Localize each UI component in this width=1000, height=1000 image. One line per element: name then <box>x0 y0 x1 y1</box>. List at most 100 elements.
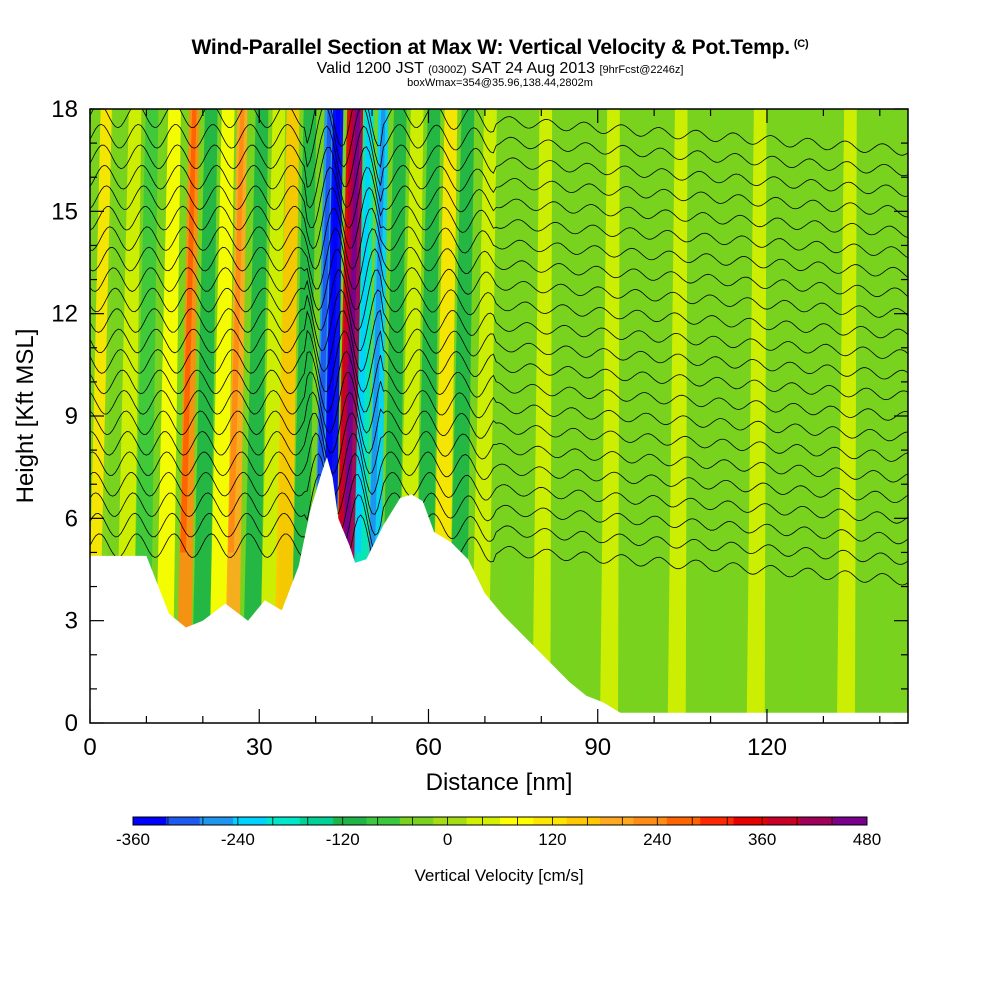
velocity-band-core <box>369 109 386 553</box>
chart-title-text: Wind-Parallel Section at Max W: Vertical… <box>191 36 791 59</box>
colorbar-swatch <box>533 817 568 825</box>
colorbar-label: Vertical Velocity [cm/s] <box>414 866 583 885</box>
y-tick-label: 18 <box>51 96 78 123</box>
colorbar-swatch <box>833 817 868 825</box>
velocity-band <box>498 109 526 723</box>
theta-contour <box>90 452 908 524</box>
velocity-band <box>870 109 891 723</box>
colorbar-tick-label: 0 <box>443 830 452 849</box>
theta-contour <box>90 227 908 298</box>
velocity-band <box>470 109 497 723</box>
colorbar-swatch <box>600 817 634 825</box>
theta-contour <box>90 109 908 156</box>
theta-contour <box>90 269 908 339</box>
colorbar-swatch <box>399 817 434 825</box>
theta-contour <box>90 473 908 545</box>
colorbar-swatch <box>266 817 301 825</box>
velocity-band <box>190 109 218 723</box>
x-axis-label: Distance [nm] <box>426 769 573 796</box>
y-tick-label: 0 <box>65 710 78 737</box>
colorbar-tick-label: -360 <box>116 830 150 849</box>
theta-contour <box>90 125 908 197</box>
theta-contour <box>90 514 908 586</box>
theta-contour <box>90 309 908 380</box>
forecast-label: [9hrFcst@2246z] <box>599 64 684 76</box>
colorbar-swatch <box>299 817 334 825</box>
velocity-band <box>599 109 620 723</box>
x-tick-label: 60 <box>415 734 442 761</box>
theta-contour <box>90 371 908 442</box>
y-axis-label: Height [Kft MSL] <box>12 329 39 504</box>
theta-contour <box>90 493 908 565</box>
colorbar-swatch <box>566 817 601 825</box>
colorbar-swatch <box>233 817 267 825</box>
chart-subtitle: Valid 1200 JST (0300Z) SAT 24 Aug 2013 [… <box>0 60 1000 78</box>
y-tick-label: 15 <box>51 198 78 225</box>
valid-date-label: SAT 24 Aug 2013 <box>471 60 596 77</box>
velocity-band <box>633 109 654 723</box>
x-tick-label: 30 <box>246 734 273 761</box>
colorbar-swatch <box>133 817 167 825</box>
y-tick-label: 9 <box>65 403 78 430</box>
y-tick-label: 6 <box>65 505 78 532</box>
velocity-band <box>241 109 269 723</box>
valid-time-label: Valid 1200 JST <box>316 60 424 77</box>
theta-contour <box>90 248 908 318</box>
velocity-band <box>272 109 300 723</box>
colorbar-tick-label: 360 <box>748 830 776 849</box>
theta-contour <box>90 109 908 177</box>
theta-contour <box>90 146 908 218</box>
colorbar-tick-label: 240 <box>643 830 671 849</box>
colorbar-swatch <box>199 817 234 825</box>
x-axis-ticks: 0 30 60 90 120 <box>83 109 881 761</box>
theta-contour <box>90 432 908 504</box>
colorbar-swatch <box>333 817 368 825</box>
colorbar-swatch <box>466 817 501 825</box>
colorbar-swatch <box>166 817 201 825</box>
theta-contour <box>90 350 908 421</box>
theta-contour <box>90 329 908 401</box>
potential-temperature-contours <box>90 109 908 586</box>
valid-utc-label: (0300Z) <box>428 64 467 76</box>
colorbar-swatch <box>433 817 468 825</box>
velocity-band <box>667 109 688 723</box>
colorbar: -360 -240 -120 0 120 240 360 480 <box>116 816 881 849</box>
velocity-band-core <box>180 109 197 553</box>
colorbar-swatch <box>733 817 768 825</box>
theta-contour <box>90 391 908 462</box>
colorbar-tick-label: -240 <box>221 830 255 849</box>
velocity-band <box>532 109 553 723</box>
velocity-band <box>707 109 728 723</box>
velocity-band <box>791 109 812 723</box>
velocity-band-core <box>228 109 245 553</box>
box-info-label: boxWmax=354@35.96,138.44,2802m <box>407 77 593 89</box>
x-tick-label: 90 <box>584 734 611 761</box>
theta-contour <box>90 186 908 259</box>
velocity-band <box>836 109 857 723</box>
colorbar-swatch <box>766 817 801 825</box>
velocity-band <box>560 109 581 723</box>
colorbar-swatch <box>666 817 701 825</box>
colorbar-swatch <box>366 817 401 825</box>
plot-area <box>90 109 908 723</box>
colorbar-swatch <box>700 817 735 825</box>
colorbar-tick-label: -120 <box>326 830 360 849</box>
x-tick-label: 0 <box>83 734 96 761</box>
colorbar-swatch <box>500 817 534 825</box>
colorbar-swatch <box>633 817 668 825</box>
theta-contour <box>90 166 908 238</box>
colorbar-tick-label: 120 <box>538 830 566 849</box>
velocity-band-core <box>355 109 372 553</box>
x-tick-label: 120 <box>747 734 787 761</box>
copyright-mark: (C) <box>793 38 809 50</box>
colorbar-swatch <box>800 817 835 825</box>
theta-contour <box>90 207 908 278</box>
terrain-mask <box>90 456 908 723</box>
y-axis-ticks: 0 3 6 9 12 15 18 <box>51 96 908 737</box>
velocity-band-core <box>315 109 332 553</box>
y-tick-label: 3 <box>65 608 78 635</box>
y-tick-label: 12 <box>51 301 78 328</box>
velocity-band <box>154 109 181 723</box>
chart-title: Wind-Parallel Section at Max W: Vertical… <box>0 36 1000 60</box>
